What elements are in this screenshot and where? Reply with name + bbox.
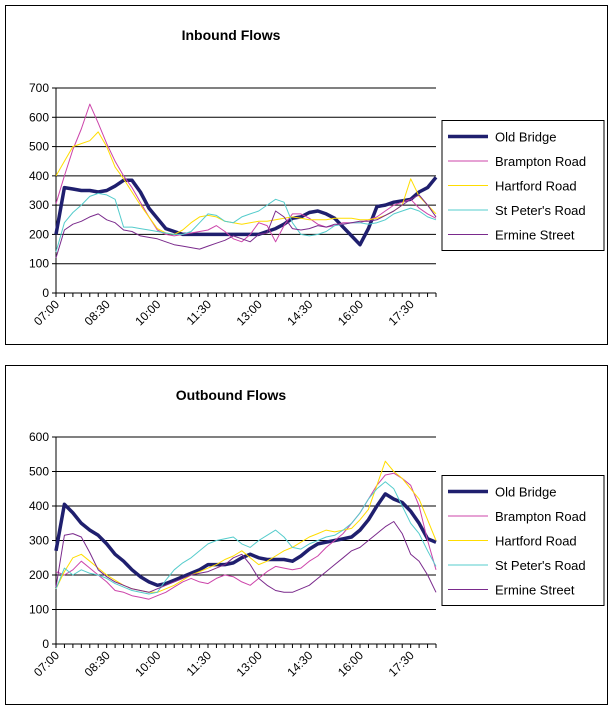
x-tick-label: 07:00: [31, 648, 62, 679]
x-tick-label: 17:30: [386, 648, 417, 679]
outbound-chart-panel: Outbound Flows 0 100 200 300 400 500 600 07:00 08…: [5, 365, 608, 705]
y-tick-label: 500: [29, 465, 49, 479]
series-line-st-peter-s-road: [55, 481, 437, 595]
y-tick-label: 500: [29, 140, 49, 154]
legend-label: Brampton Road: [495, 509, 586, 524]
series-line-old-bridge: [54, 176, 438, 247]
inbound-chart-panel: Inbound Flows 0 100 200 300 400 500 600 700 07:00…: [5, 5, 608, 345]
x-tick-label: 16:00: [335, 297, 366, 328]
x-tick-label: 10:00: [132, 648, 163, 679]
y-tick-label: 400: [29, 169, 49, 183]
y-tick-label: 300: [29, 198, 49, 212]
x-tick-label: 14:30: [284, 648, 315, 679]
chart-title: Inbound Flows: [182, 27, 281, 43]
y-tick-label: 400: [29, 499, 49, 513]
legend-label: Hartford Road: [495, 179, 577, 194]
x-tick-label: 11:30: [184, 297, 215, 328]
y-tick-label: 700: [29, 81, 49, 95]
y-tick-label: 0: [42, 637, 49, 651]
y-tick-label: 0: [42, 286, 49, 300]
x-tick-label: 17:30: [386, 297, 417, 328]
legend-label: Old Bridge: [495, 130, 556, 145]
x-tick-label: 11:30: [184, 648, 215, 679]
x-tick-label: 16:00: [335, 648, 366, 679]
outbound-chart: Outbound Flows 0 100 200 300 400 500 600 07:00 08…: [29, 387, 605, 679]
x-tick-label: 08:30: [82, 648, 113, 679]
x-tick-label: 07:00: [31, 297, 62, 328]
series-line-st-peter-s-road: [55, 192, 437, 253]
y-tick-label: 300: [29, 534, 49, 548]
legend-label: Brampton Road: [495, 154, 586, 169]
series-line-brampton-road: [55, 472, 437, 600]
y-tick-label: 200: [29, 227, 49, 241]
series-line-ermine-street: [55, 521, 437, 593]
x-tick-label: 13:00: [234, 297, 265, 328]
series-line-old-bridge: [54, 492, 437, 588]
x-tick-label: 08:30: [82, 297, 113, 328]
chart-title: Outbound Flows: [176, 387, 287, 403]
legend-label: Hartford Road: [495, 534, 577, 549]
legend-label: Old Bridge: [495, 485, 556, 500]
series-line-brampton-road: [55, 103, 437, 243]
y-tick-label: 200: [29, 568, 49, 582]
y-tick-label: 600: [29, 110, 49, 124]
series-line-ermine-street: [55, 194, 437, 259]
x-tick-label: 14:30: [284, 297, 315, 328]
y-tick-label: 100: [29, 603, 49, 617]
legend-label: Ermine Street: [495, 228, 575, 243]
x-tick-label: 10:00: [132, 297, 163, 328]
y-tick-label: 100: [29, 257, 49, 271]
inbound-chart: Inbound Flows 0 100 200 300 400 500 600 700 07:00…: [29, 27, 605, 328]
series-line-hartford-road: [55, 460, 437, 593]
legend-label: St Peter's Road: [495, 558, 586, 573]
legend-label: Ermine Street: [495, 583, 575, 598]
x-tick-label: 13:00: [234, 648, 265, 679]
legend-label: St Peter's Road: [495, 203, 586, 218]
y-tick-label: 600: [29, 430, 49, 444]
series-line-hartford-road: [55, 131, 437, 235]
